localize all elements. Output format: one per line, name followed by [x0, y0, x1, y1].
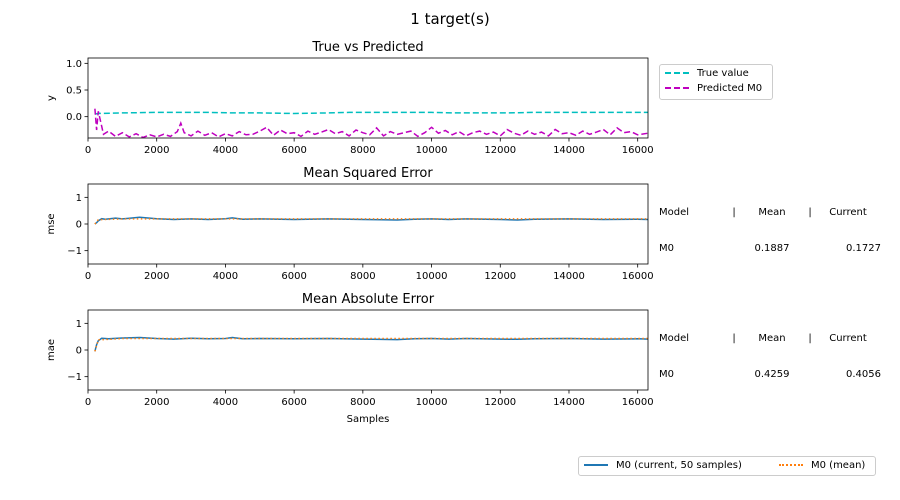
- axes-frame: [87, 309, 649, 391]
- series-line-predicted-m0: [94, 108, 648, 138]
- mse-stats-row: M0 0.1887 0.1727: [659, 243, 881, 255]
- x-tick-label: 12000: [484, 145, 516, 156]
- stats-header-sep: |: [808, 333, 812, 344]
- y-tick-label: 0.5: [66, 86, 82, 97]
- stats-model-name: M0: [659, 369, 674, 380]
- x-tick-label: 2000: [144, 397, 169, 408]
- legend-entry-predicted-m0: Predicted M0: [665, 83, 762, 94]
- current-line-swatch: [584, 464, 608, 466]
- y-tick-label: 0.0: [66, 112, 82, 123]
- stats-header-sep: |: [732, 333, 736, 344]
- subplot-true-vs-predicted: True vs Predicted 0 2000 4000 6000 8000 10000 1…: [46, 40, 654, 156]
- true-value-swatch: [665, 72, 689, 74]
- predicted-m0-swatch: [665, 87, 689, 89]
- axes-frame: [87, 183, 649, 265]
- stats-mean-value: 0.1887: [754, 243, 790, 254]
- x-tick-label: 2000: [144, 145, 169, 156]
- stats-current-value: 0.1727: [846, 243, 881, 254]
- true-vs-predicted-legend: True value Predicted M0: [659, 64, 773, 100]
- x-tick-label: 8000: [350, 397, 375, 408]
- x-tick-label: 6000: [281, 397, 306, 408]
- x-tick-label: 14000: [553, 145, 585, 156]
- stats-header-sep: |: [732, 207, 736, 218]
- x-axis-label: Samples: [347, 414, 390, 425]
- x-tick-label: 0: [85, 271, 91, 282]
- stats-model-name: M0: [659, 243, 674, 254]
- y-tick-label: −1: [67, 372, 82, 383]
- x-tick-label: 14000: [553, 397, 585, 408]
- bottom-legend: M0 (current, 50 samples) M0 (mean): [578, 456, 876, 476]
- x-tick-label: 4000: [213, 397, 238, 408]
- x-tick-label: 12000: [484, 271, 516, 282]
- y-tick-label: 0: [76, 220, 82, 231]
- mse-stats-table: Model | Mean | Current M0 0.1887 0.1727: [659, 183, 881, 267]
- x-tick-label: 16000: [622, 271, 654, 282]
- y-tick-label: 1.0: [66, 59, 82, 70]
- stats-current-value: 0.4056: [846, 369, 881, 380]
- y-tick-label: 1: [76, 193, 82, 204]
- legend-label-predicted-m0: Predicted M0: [697, 83, 763, 94]
- x-tick-label: 0: [85, 145, 91, 156]
- x-tick-label: 10000: [416, 145, 448, 156]
- series-line-m0-current-50-samples: [94, 336, 648, 352]
- subplot-title: True vs Predicted: [311, 40, 423, 55]
- subplot-mean-absolute-error: Mean Absolute Error 0 2000 4000 6000 8000 1000…: [46, 292, 654, 425]
- axes-frame: [87, 57, 649, 139]
- series-line-m0-mean: [94, 218, 648, 225]
- stats-header-mean: Mean: [758, 333, 786, 344]
- stats-header-current: Current: [829, 207, 867, 218]
- y-axis-label: mse: [46, 213, 57, 234]
- series-line-true-value: [94, 111, 648, 115]
- mae-stats-row: M0 0.4259 0.4056: [659, 369, 881, 381]
- stats-header-mean: Mean: [758, 207, 786, 218]
- mse-stats-header: Model | Mean | Current: [659, 207, 881, 219]
- x-tick-label: 16000: [622, 145, 654, 156]
- series-line-m0-mean: [94, 337, 648, 352]
- mae-stats-table: Model | Mean | Current M0 0.4259 0.4056: [659, 309, 881, 393]
- stats-header-model: Model: [659, 207, 690, 218]
- y-axis-label: y: [46, 95, 57, 101]
- legend-label-mean: M0 (mean): [811, 460, 866, 471]
- stats-mean-value: 0.4259: [754, 369, 790, 380]
- legend-label-current: M0 (current, 50 samples): [616, 460, 742, 471]
- legend-entry-current: M0 (current, 50 samples): [584, 460, 742, 471]
- y-tick-label: 1: [76, 319, 82, 330]
- subplot-title: Mean Absolute Error: [302, 292, 435, 307]
- x-tick-label: 12000: [484, 397, 516, 408]
- x-tick-label: 2000: [144, 271, 169, 282]
- x-tick-label: 8000: [350, 145, 375, 156]
- figure-suptitle: 1 target(s): [410, 10, 489, 28]
- x-tick-label: 10000: [416, 271, 448, 282]
- x-tick-label: 4000: [213, 145, 238, 156]
- x-tick-label: 14000: [553, 271, 585, 282]
- x-tick-label: 6000: [281, 145, 306, 156]
- y-axis-label: mae: [46, 339, 57, 361]
- x-tick-label: 4000: [213, 271, 238, 282]
- y-tick-label: 0: [76, 346, 82, 357]
- stats-header-model: Model: [659, 333, 690, 344]
- stats-header-current: Current: [829, 333, 867, 344]
- legend-entry-mean: M0 (mean): [779, 460, 865, 471]
- x-tick-label: 10000: [416, 397, 448, 408]
- x-tick-label: 0: [85, 397, 91, 408]
- y-tick-label: −1: [67, 246, 82, 257]
- mae-stats-header: Model | Mean | Current: [659, 333, 881, 345]
- legend-label-true-value: True value: [697, 68, 749, 79]
- subplot-title: Mean Squared Error: [303, 166, 433, 181]
- mean-line-swatch: [779, 464, 803, 466]
- x-tick-label: 8000: [350, 271, 375, 282]
- x-tick-label: 6000: [281, 271, 306, 282]
- subplot-mean-squared-error: Mean Squared Error 0 2000 4000 6000 8000 10000…: [46, 166, 654, 282]
- series-line-m0-current-50-samples: [94, 216, 648, 225]
- legend-entry-true-value: True value: [665, 68, 749, 79]
- stats-header-sep: |: [808, 207, 812, 218]
- x-tick-label: 16000: [622, 397, 654, 408]
